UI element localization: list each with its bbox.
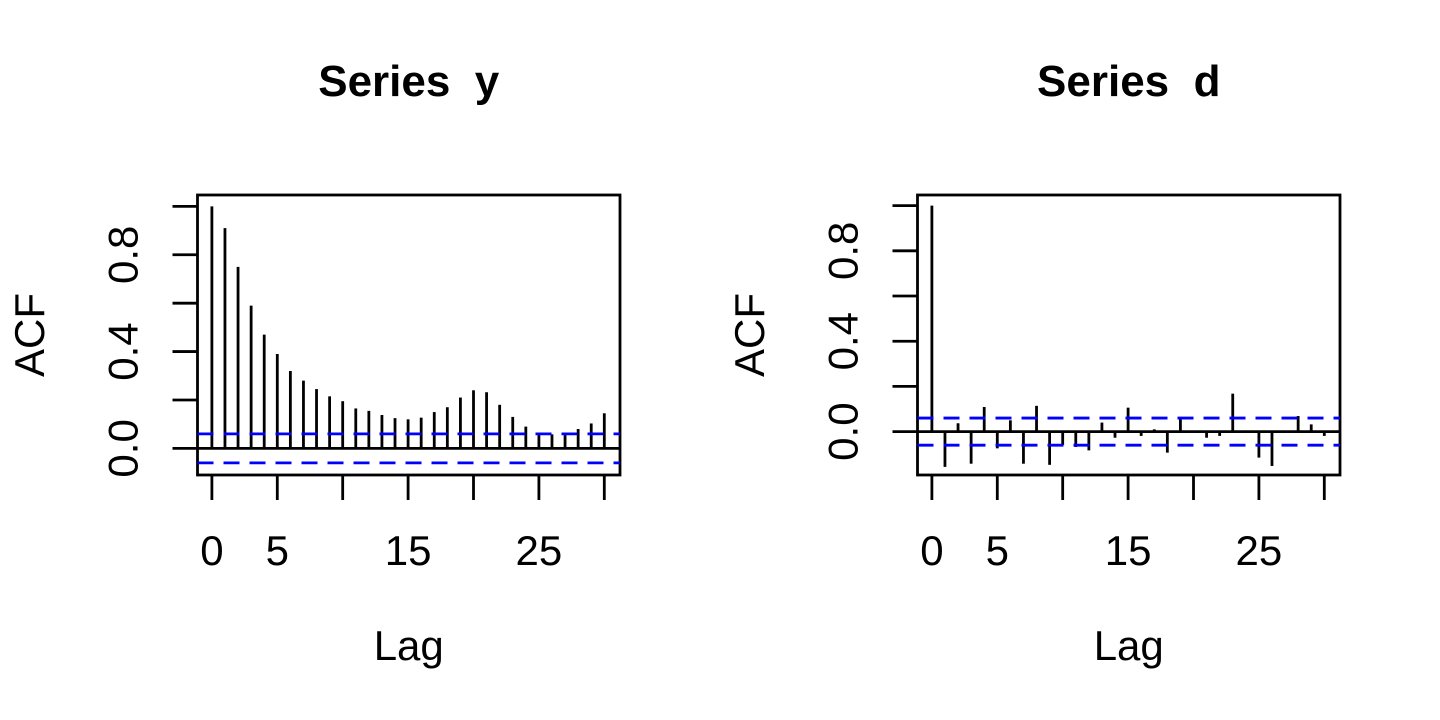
y-tick-label: 0.4 — [820, 312, 867, 370]
x-tick-label: 15 — [385, 527, 432, 574]
x-tick-label: 5 — [986, 527, 1009, 574]
x-tick-label: 25 — [516, 527, 563, 574]
x-axis-label: Lag — [1094, 622, 1164, 669]
y-tick-label: 0.4 — [100, 322, 147, 380]
y-axis-label: ACF — [6, 293, 53, 377]
y-tick-label: 0.0 — [100, 419, 147, 477]
plot-title: Series d — [1037, 57, 1220, 106]
x-tick-label: 5 — [266, 527, 289, 574]
acf-plot-series-y: Series y 0.0 0.4 0.8 0 5 15 25 Lag ACF — [6, 57, 622, 669]
y-axis-label: ACF — [726, 293, 773, 377]
plot-title: Series y — [318, 57, 500, 106]
y-tick-label: 0.8 — [100, 226, 147, 284]
x-tick-label: 0 — [920, 527, 943, 574]
x-axis-label: Lag — [374, 622, 444, 669]
acf-plot-series-d: Series d 0.0 0.4 0.8 0 5 15 25 Lag ACF — [726, 57, 1342, 669]
y-tick-label: 0.0 — [820, 402, 867, 460]
x-tick-label: 25 — [1236, 527, 1283, 574]
x-tick-label: 0 — [200, 527, 223, 574]
x-tick-label: 15 — [1105, 527, 1152, 574]
y-tick-label: 0.8 — [820, 222, 867, 280]
